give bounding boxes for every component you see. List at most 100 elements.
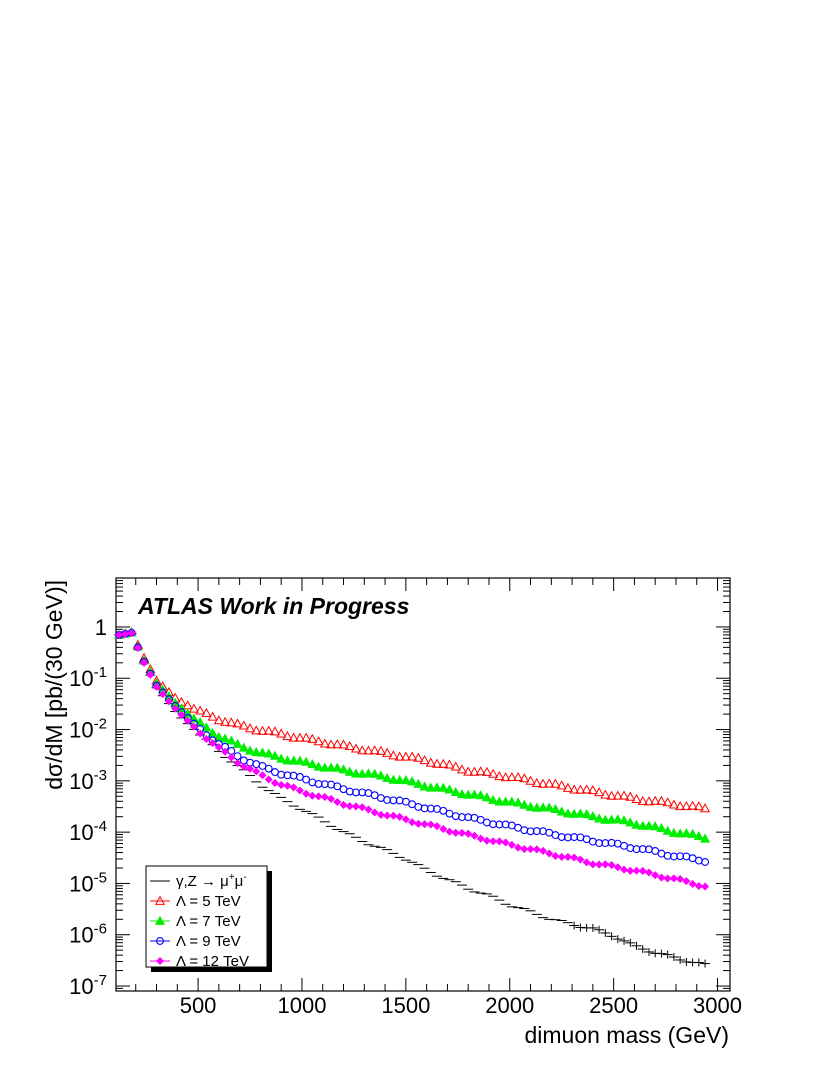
data-point bbox=[363, 745, 374, 755]
data-point bbox=[550, 803, 561, 813]
legend-marker bbox=[154, 895, 166, 905]
data-point bbox=[581, 784, 592, 794]
data-point bbox=[581, 809, 592, 819]
data-point bbox=[588, 860, 597, 869]
data-point bbox=[115, 630, 124, 639]
data-point bbox=[413, 752, 424, 762]
data-point bbox=[481, 792, 492, 802]
data-point bbox=[662, 825, 673, 835]
data-point bbox=[656, 795, 667, 805]
series-2 bbox=[114, 627, 711, 843]
data-point bbox=[164, 697, 174, 706]
data-point bbox=[576, 855, 585, 864]
data-point bbox=[631, 793, 642, 804]
data-point bbox=[425, 757, 436, 767]
data-point bbox=[370, 808, 379, 817]
legend-marker bbox=[156, 937, 164, 945]
data-point bbox=[395, 812, 404, 821]
data-point bbox=[257, 725, 268, 735]
data-point bbox=[301, 756, 312, 766]
x-tick-label: 2500 bbox=[589, 993, 638, 1018]
data-point bbox=[227, 753, 236, 762]
data-point bbox=[382, 772, 393, 783]
data-point bbox=[283, 771, 292, 780]
data-point bbox=[570, 853, 579, 862]
data-point bbox=[263, 748, 274, 758]
data-point bbox=[188, 713, 199, 723]
data-point bbox=[344, 740, 355, 751]
data-point bbox=[208, 739, 217, 748]
data-point bbox=[363, 768, 374, 778]
data-point bbox=[612, 814, 623, 824]
data-point bbox=[252, 767, 261, 776]
data-point bbox=[251, 725, 262, 735]
data-point bbox=[544, 802, 555, 812]
data-point bbox=[694, 881, 703, 891]
axes: 500 1000 1500 2000 2500 3000 10-7 10-6 10-5 10-4 1… bbox=[69, 577, 742, 1018]
data-point bbox=[289, 783, 298, 792]
data-point bbox=[669, 874, 678, 883]
data-point bbox=[419, 781, 430, 791]
data-point bbox=[481, 766, 492, 776]
data-point bbox=[195, 705, 206, 715]
data-point bbox=[352, 788, 360, 797]
data-point bbox=[625, 817, 636, 827]
data-point bbox=[693, 801, 704, 811]
data-point bbox=[601, 860, 610, 869]
data-point bbox=[651, 871, 660, 880]
data-point bbox=[489, 837, 498, 846]
data-point bbox=[213, 715, 224, 725]
data-point bbox=[177, 710, 186, 719]
data-point bbox=[600, 789, 611, 799]
data-point bbox=[650, 821, 661, 831]
data-point bbox=[238, 720, 249, 730]
data-point bbox=[369, 768, 380, 778]
data-point bbox=[537, 778, 549, 788]
data-point bbox=[606, 814, 617, 824]
x-tick-label: 500 bbox=[180, 993, 217, 1018]
data-point bbox=[476, 834, 485, 843]
data-point bbox=[663, 874, 672, 883]
data-point bbox=[563, 852, 572, 861]
plot-frame bbox=[115, 577, 731, 992]
data-point bbox=[701, 858, 710, 866]
data-point bbox=[595, 839, 604, 848]
data-point bbox=[632, 845, 641, 854]
data-point bbox=[339, 800, 348, 809]
data-point bbox=[244, 723, 256, 733]
data-point bbox=[451, 812, 460, 821]
data-point bbox=[439, 806, 448, 815]
data-point bbox=[562, 808, 573, 818]
data-point bbox=[650, 795, 661, 805]
data-point bbox=[506, 796, 517, 806]
data-point bbox=[569, 808, 580, 818]
data-point bbox=[668, 799, 679, 809]
data-point bbox=[544, 778, 555, 788]
data-point bbox=[495, 837, 504, 846]
data-point bbox=[681, 801, 692, 811]
data-point bbox=[376, 810, 385, 819]
data-point bbox=[475, 790, 486, 800]
data-point bbox=[562, 782, 573, 792]
data-point bbox=[338, 764, 349, 774]
data-point bbox=[277, 780, 286, 790]
data-point bbox=[239, 762, 248, 771]
data-point bbox=[358, 803, 367, 812]
data-point bbox=[507, 840, 516, 849]
data-point bbox=[637, 795, 648, 805]
x-tick-label: 1000 bbox=[277, 993, 326, 1018]
data-point bbox=[700, 803, 711, 813]
data-point bbox=[127, 629, 136, 638]
y-tick-label: 10-6 bbox=[69, 921, 107, 948]
data-point bbox=[643, 820, 655, 830]
data-point bbox=[575, 784, 586, 794]
data-point bbox=[682, 877, 691, 886]
data-point bbox=[388, 750, 399, 760]
data-point bbox=[594, 787, 605, 797]
data-point bbox=[482, 836, 491, 845]
data-point bbox=[327, 794, 336, 803]
data-point bbox=[526, 827, 535, 836]
data-point bbox=[220, 716, 231, 726]
data-point bbox=[307, 733, 318, 743]
